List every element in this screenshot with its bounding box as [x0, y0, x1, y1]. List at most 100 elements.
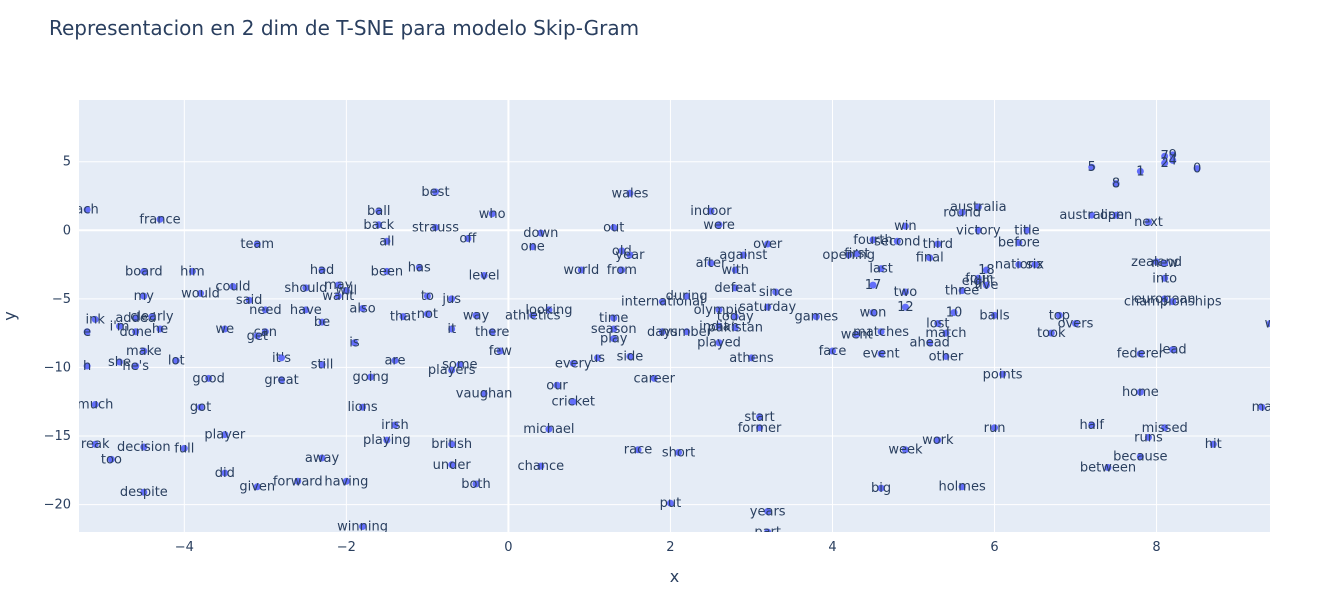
data-point[interactable] — [974, 277, 982, 285]
data-point[interactable] — [626, 251, 634, 259]
data-point[interactable] — [496, 347, 504, 355]
data-point[interactable] — [731, 266, 739, 274]
data-point[interactable] — [901, 303, 909, 311]
data-point[interactable] — [197, 289, 205, 297]
data-point[interactable] — [1266, 320, 1274, 328]
data-point[interactable] — [1169, 346, 1177, 354]
data-point[interactable] — [488, 328, 496, 336]
data-point[interactable] — [529, 243, 537, 251]
data-point[interactable] — [683, 292, 691, 300]
data-point[interactable] — [577, 266, 585, 274]
data-point[interactable] — [359, 304, 367, 312]
data-point[interactable] — [666, 499, 674, 507]
data-point[interactable] — [318, 266, 326, 274]
data-point[interactable] — [342, 477, 350, 485]
data-point[interactable] — [448, 295, 456, 303]
data-point[interactable] — [245, 296, 253, 304]
data-point[interactable] — [634, 446, 642, 454]
data-point[interactable] — [764, 528, 772, 536]
data-point[interactable] — [675, 448, 683, 456]
data-point[interactable] — [999, 370, 1007, 378]
data-point[interactable] — [610, 325, 618, 333]
data-point[interactable] — [950, 309, 958, 317]
data-point[interactable] — [772, 288, 780, 296]
data-point[interactable] — [302, 284, 310, 292]
data-point[interactable] — [480, 272, 488, 280]
data-point[interactable] — [1088, 163, 1096, 171]
data-point[interactable] — [140, 488, 148, 496]
data-point[interactable] — [116, 322, 124, 330]
data-point[interactable] — [1169, 298, 1177, 306]
data-point[interactable] — [318, 318, 326, 326]
data-point[interactable] — [901, 446, 909, 454]
data-point[interactable] — [958, 287, 966, 295]
data-point[interactable] — [1023, 226, 1031, 234]
data-point[interactable] — [229, 283, 237, 291]
data-point[interactable] — [1112, 180, 1120, 188]
data-point[interactable] — [294, 477, 302, 485]
data-point[interactable] — [383, 267, 391, 275]
data-point[interactable] — [448, 366, 456, 374]
data-point[interactable] — [1136, 350, 1144, 358]
data-point[interactable] — [1161, 159, 1169, 167]
data-point[interactable] — [253, 483, 261, 491]
data-point[interactable] — [221, 469, 229, 477]
data-point[interactable] — [383, 436, 391, 444]
data-point[interactable] — [553, 381, 561, 389]
data-point[interactable] — [480, 389, 488, 397]
data-point[interactable] — [399, 313, 407, 321]
data-point[interactable] — [974, 203, 982, 211]
data-point[interactable] — [1258, 403, 1266, 411]
data-point[interactable] — [140, 347, 148, 355]
data-point[interactable] — [715, 322, 723, 330]
data-point[interactable] — [853, 331, 861, 339]
data-point[interactable] — [1144, 218, 1152, 226]
data-point[interactable] — [1209, 440, 1217, 448]
data-point[interactable] — [828, 347, 836, 355]
data-point[interactable] — [1161, 424, 1169, 432]
data-point[interactable] — [383, 237, 391, 245]
data-point[interactable] — [1055, 311, 1063, 319]
data-point[interactable] — [423, 292, 431, 300]
data-point[interactable] — [116, 358, 124, 366]
data-point[interactable] — [132, 362, 140, 370]
data-point[interactable] — [1104, 464, 1112, 472]
data-point[interactable] — [261, 306, 269, 314]
data-point[interactable] — [610, 335, 618, 343]
data-point[interactable] — [934, 320, 942, 328]
data-point[interactable] — [83, 328, 91, 336]
data-point[interactable] — [545, 425, 553, 433]
data-point[interactable] — [302, 306, 310, 314]
data-point[interactable] — [359, 403, 367, 411]
data-point[interactable] — [707, 259, 715, 267]
data-point[interactable] — [83, 206, 91, 214]
data-point[interactable] — [991, 311, 999, 319]
data-point[interactable] — [901, 222, 909, 230]
data-point[interactable] — [942, 329, 950, 337]
data-point[interactable] — [529, 311, 537, 319]
data-point[interactable] — [739, 251, 747, 259]
data-point[interactable] — [140, 292, 148, 300]
data-point[interactable] — [83, 362, 91, 370]
data-point[interactable] — [747, 354, 755, 362]
data-point[interactable] — [893, 237, 901, 245]
data-point[interactable] — [877, 350, 885, 358]
data-point[interactable] — [367, 373, 375, 381]
data-point[interactable] — [91, 440, 99, 448]
data-point[interactable] — [205, 374, 213, 382]
data-point[interactable] — [132, 328, 140, 336]
data-point[interactable] — [764, 507, 772, 515]
data-point[interactable] — [278, 354, 286, 362]
data-point[interactable] — [472, 311, 480, 319]
data-point[interactable] — [1072, 320, 1080, 328]
data-point[interactable] — [650, 374, 658, 382]
data-point[interactable] — [472, 480, 480, 488]
data-point[interactable] — [448, 325, 456, 333]
data-point[interactable] — [982, 266, 990, 274]
data-point[interactable] — [1136, 388, 1144, 396]
data-point[interactable] — [869, 281, 877, 289]
data-point[interactable] — [1161, 274, 1169, 282]
data-point[interactable] — [448, 461, 456, 469]
data-point[interactable] — [877, 484, 885, 492]
data-point[interactable] — [1088, 421, 1096, 429]
